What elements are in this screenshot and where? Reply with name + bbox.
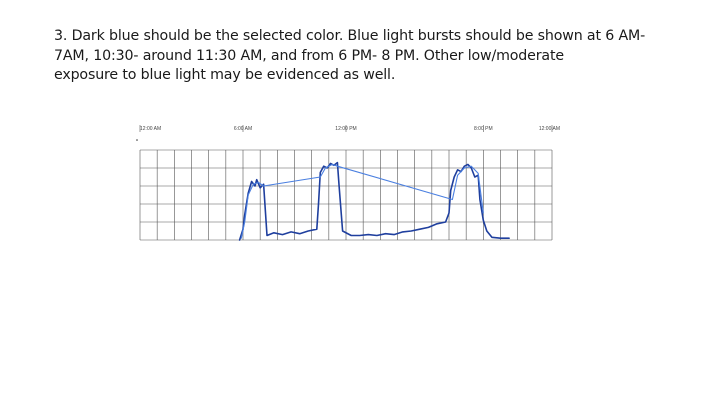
series-line-light_blue [240, 163, 484, 239]
series-line-dark_blue [238, 161, 510, 241]
text-line-1: 3. Dark blue should be the selected colo… [54, 28, 646, 44]
axis-marker [136, 139, 138, 141]
chart-svg: 12:00 AM 6:00 AM 12:00 PM 8:00 PM 12:00 AM [136, 125, 560, 241]
x-tick-label: 12:00 AM [140, 126, 161, 132]
text-line-3: exposure to blue light may be evidenced … [54, 67, 396, 83]
instruction-text: 3. Dark blue should be the selected colo… [54, 27, 674, 86]
x-tick-label: 12:00 AM [539, 126, 560, 132]
blue-light-exposure-chart: 12:00 AM 6:00 AM 12:00 PM 8:00 PM 12:00 AM [118, 118, 568, 248]
text-line-2: 7AM, 10:30- around 11:30 AM, and from 6 … [54, 47, 564, 64]
